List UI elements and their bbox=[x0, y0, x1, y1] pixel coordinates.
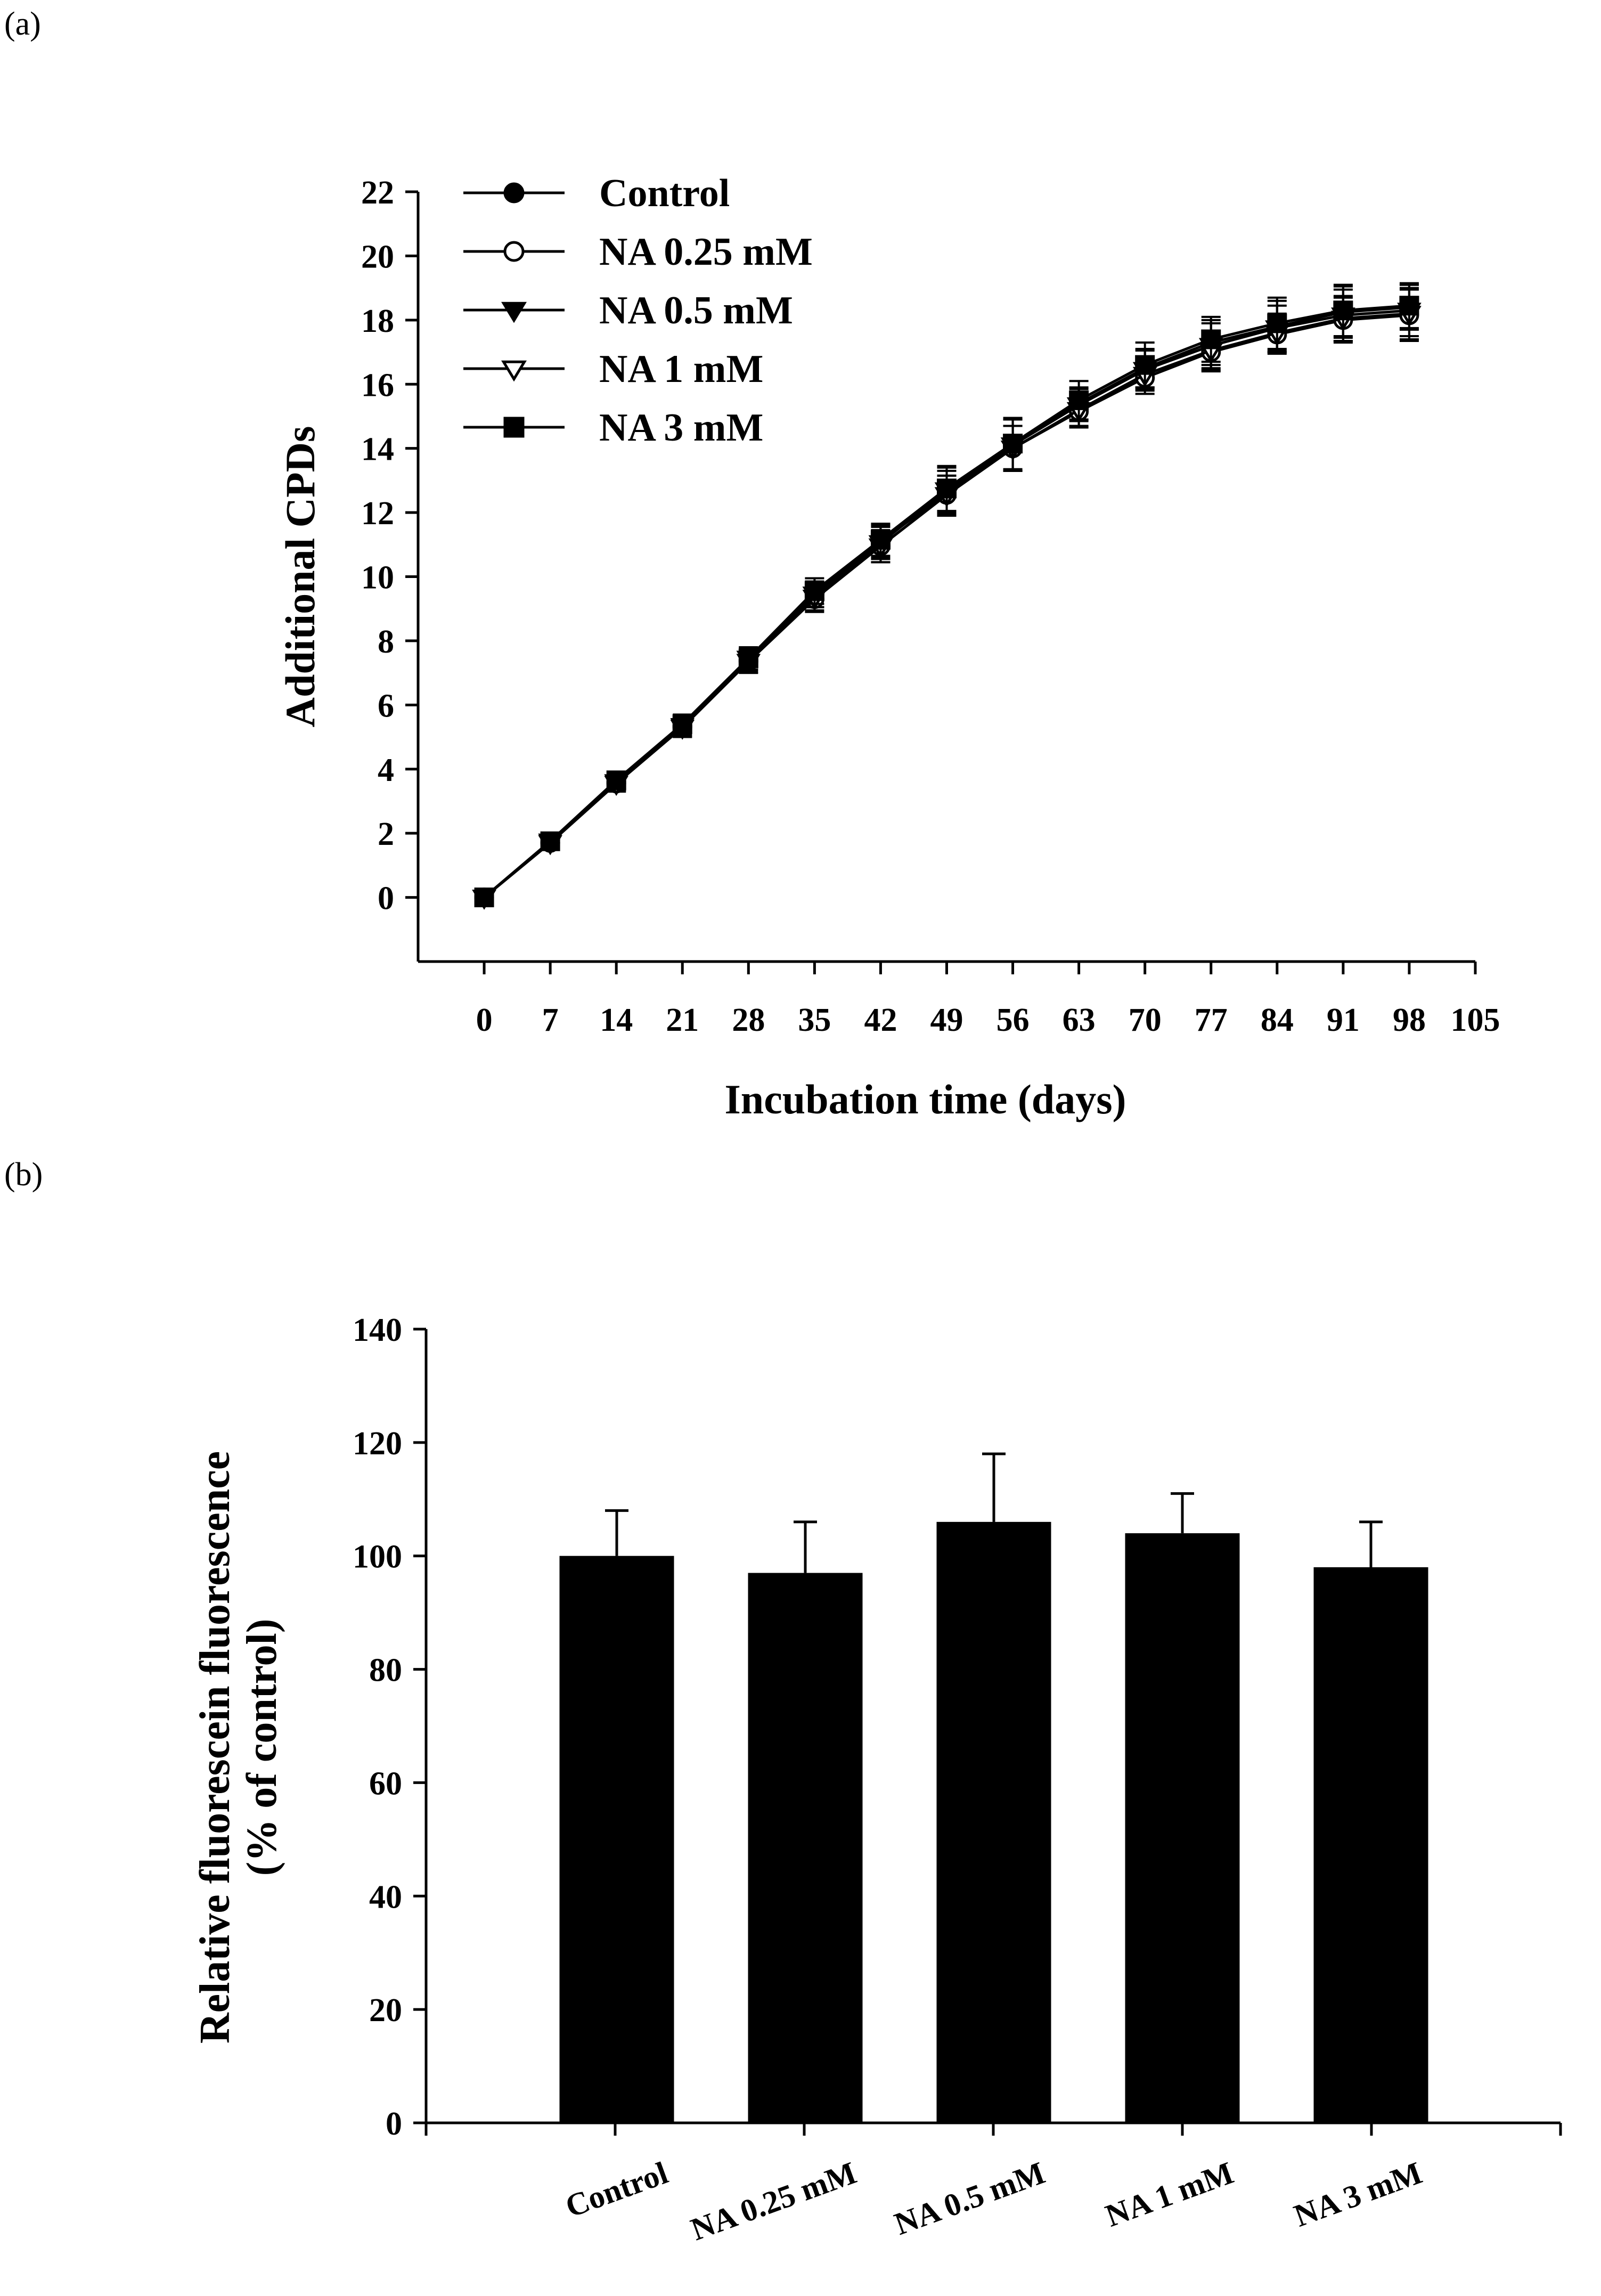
y-tick-label: 2 bbox=[378, 816, 394, 852]
y-tick-label: 60 bbox=[369, 1765, 402, 1802]
x-tick-label: 91 bbox=[1327, 1002, 1360, 1038]
y-tick-label: 12 bbox=[361, 495, 394, 532]
data-point bbox=[1069, 390, 1089, 410]
y-tick-label: 0 bbox=[378, 881, 394, 917]
data-point bbox=[937, 478, 957, 499]
y-tick-label: 4 bbox=[378, 752, 394, 788]
bar bbox=[1313, 1567, 1428, 2123]
y-tick-label: 140 bbox=[353, 1312, 402, 1348]
x-tick-label: NA 0.25 mM bbox=[687, 2155, 861, 2247]
y-tick-label: 40 bbox=[369, 1879, 402, 1915]
legend-entry: NA 1 mM bbox=[463, 347, 763, 391]
x-tick-label: 84 bbox=[1261, 1002, 1294, 1038]
x-tick-label: Control bbox=[561, 2155, 672, 2224]
data-point bbox=[501, 302, 527, 323]
data-point bbox=[1399, 296, 1419, 316]
bar bbox=[1125, 1533, 1240, 2123]
legend-entry: NA 0.5 mM bbox=[463, 289, 793, 332]
x-tick-label: 14 bbox=[600, 1002, 633, 1038]
x-tick-label: 7 bbox=[542, 1002, 559, 1038]
series-4 bbox=[474, 282, 1419, 908]
data-point bbox=[1135, 355, 1155, 375]
legend-entry: NA 0.25 mM bbox=[463, 230, 813, 274]
x-tick-label: 63 bbox=[1063, 1002, 1096, 1038]
data-point bbox=[1201, 329, 1221, 349]
y-tick-label: 10 bbox=[361, 560, 394, 596]
panel-label-b: (b) bbox=[4, 1157, 43, 1193]
bar bbox=[748, 1573, 863, 2123]
y-axis-title-line: (% of control) bbox=[239, 1619, 285, 1876]
data-point bbox=[503, 241, 525, 262]
x-tick-label: 70 bbox=[1129, 1002, 1162, 1038]
x-tick-label: NA 3 mM bbox=[1289, 2155, 1426, 2234]
y-tick-label: 120 bbox=[353, 1426, 402, 1462]
line-chart-cpds: 0 2 4 6 8 10 12 14 16 18 20 22 0 7 14 21 28 35 42 49 56 63 70 7… bbox=[277, 172, 1500, 1122]
data-point bbox=[503, 182, 525, 203]
data-point bbox=[606, 770, 626, 791]
legend-entry: Control bbox=[463, 172, 730, 215]
data-point bbox=[738, 648, 758, 669]
y-tick-label: 14 bbox=[361, 431, 394, 468]
x-tick-label: 21 bbox=[666, 1002, 699, 1038]
y-axis-title: Additional CPDs bbox=[277, 426, 323, 728]
data-point bbox=[804, 581, 824, 601]
x-tick-label: 56 bbox=[996, 1002, 1030, 1038]
y-tick-label: 8 bbox=[378, 624, 394, 660]
data-point bbox=[1003, 434, 1023, 454]
data-point bbox=[540, 831, 560, 851]
data-point bbox=[1267, 313, 1287, 333]
legend-label: NA 0.25 mM bbox=[599, 230, 813, 274]
y-tick-label: 100 bbox=[353, 1539, 402, 1575]
y-tick-label: 20 bbox=[361, 239, 394, 275]
data-point bbox=[870, 530, 891, 550]
legend-label: NA 0.5 mM bbox=[599, 289, 793, 332]
y-axis-title-line: Relative fluorescein fluorescence bbox=[192, 1451, 239, 2043]
x-tick-label: NA 1 mM bbox=[1101, 2155, 1238, 2234]
y-tick-label: 20 bbox=[369, 1992, 402, 2029]
x-tick-label: 28 bbox=[732, 1002, 765, 1038]
x-tick-label: 105 bbox=[1451, 1002, 1500, 1038]
y-axis-title: Relative fluorescein fluorescence (% of c… bbox=[192, 1451, 285, 2043]
data-point bbox=[474, 888, 494, 908]
bar bbox=[559, 1556, 674, 2123]
data-point bbox=[1333, 300, 1353, 321]
x-tick-label: 0 bbox=[476, 1002, 493, 1038]
legend-label: Control bbox=[599, 172, 730, 215]
legend-entry: NA 3 mM bbox=[463, 406, 763, 450]
x-tick-label: 42 bbox=[864, 1002, 897, 1038]
x-tick-label: 35 bbox=[798, 1002, 831, 1038]
legend-label: NA 3 mM bbox=[599, 406, 763, 450]
y-tick-label: 80 bbox=[369, 1652, 402, 1689]
x-axis-title: Incubation time (days) bbox=[724, 1076, 1126, 1122]
x-tick-label: 49 bbox=[930, 1002, 963, 1038]
panel-label-a: (a) bbox=[4, 6, 41, 42]
data-point bbox=[501, 360, 527, 382]
x-tick-label: 98 bbox=[1393, 1002, 1426, 1038]
legend-label: NA 1 mM bbox=[599, 347, 763, 391]
y-tick-label: 22 bbox=[361, 175, 394, 211]
y-tick-label: 18 bbox=[361, 303, 394, 339]
x-tick-label: NA 0.5 mM bbox=[890, 2155, 1050, 2242]
x-tick-label: 77 bbox=[1195, 1002, 1228, 1038]
data-point bbox=[672, 714, 692, 734]
y-tick-label: 16 bbox=[361, 367, 394, 403]
data-point bbox=[503, 417, 525, 438]
bar bbox=[936, 1521, 1051, 2123]
y-tick-label: 0 bbox=[386, 2106, 402, 2142]
y-tick-label: 6 bbox=[378, 688, 394, 724]
